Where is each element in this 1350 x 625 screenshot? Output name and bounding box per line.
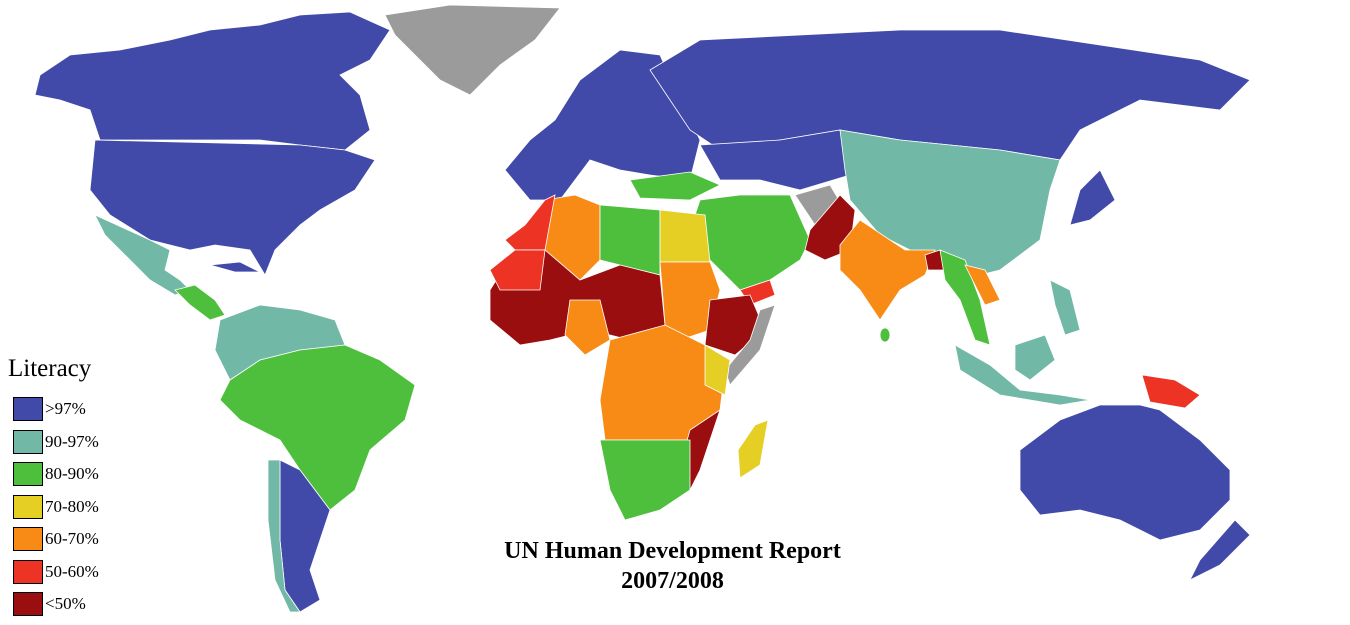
region-india [839, 219, 936, 321]
region-europe [504, 49, 701, 201]
map-title: UN Human Development Report 2007/2008 [440, 536, 905, 596]
region-russia [649, 29, 1251, 161]
legend-label: 50-60% [45, 561, 99, 581]
region-nigeria-area [564, 299, 611, 356]
region-turkey [629, 171, 721, 201]
region-greenland [384, 4, 561, 96]
legend-item: 90-97% [8, 426, 99, 459]
region-mauritania [489, 249, 546, 291]
region-madagascar [737, 419, 769, 479]
legend-swatch [13, 559, 43, 584]
legend-label: <50% [45, 594, 86, 614]
region-somalia [724, 304, 776, 386]
legend-item: <50% [8, 588, 99, 621]
legend-item: >97% [8, 393, 99, 426]
legend-item: 80-90% [8, 458, 99, 491]
region-central-asia [699, 129, 851, 191]
region-australia [1019, 404, 1231, 541]
region-papua-new-guinea [1141, 374, 1201, 409]
region-chile [267, 459, 301, 613]
region-canada-alaska [34, 11, 391, 151]
region-sri-lanka [879, 327, 891, 343]
legend-label: 80-90% [45, 464, 99, 484]
legend-label: 90-97% [45, 431, 99, 451]
region-laos-cambodia [964, 264, 1001, 306]
region-borneo [1014, 334, 1056, 381]
legend-swatch [13, 592, 43, 617]
legend-swatch [13, 527, 43, 552]
region-indonesia [954, 344, 1091, 406]
legend-item: 60-70% [8, 523, 99, 556]
region-new-zealand [1189, 519, 1251, 581]
region-egypt [659, 209, 711, 263]
legend-swatch [13, 397, 43, 422]
legend-label: 70-80% [45, 496, 99, 516]
legend-label: 60-70% [45, 529, 99, 549]
legend-swatch [13, 462, 43, 487]
legend-label: >97% [45, 399, 86, 419]
region-china [839, 129, 1061, 281]
title-line-2: 2007/2008 [621, 568, 724, 594]
region-kenya-tanzania [704, 344, 731, 396]
region-central-america [174, 284, 226, 321]
region-libya [599, 204, 661, 276]
region-usa [89, 139, 376, 276]
legend-swatch [13, 494, 43, 519]
region-southern-africa [599, 439, 691, 521]
legend-swatch [13, 429, 43, 454]
legend-item: 50-60% [8, 556, 99, 589]
legend-item: 70-80% [8, 491, 99, 524]
region-philippines [1049, 279, 1081, 336]
title-line-1: UN Human Development Report [504, 538, 841, 564]
legend-title: Literacy [8, 355, 92, 382]
legend: Literacy >97% 90-97% 80-90% 70-80% 60-70… [8, 355, 99, 621]
region-japan [1069, 169, 1116, 226]
region-brazil [219, 344, 416, 511]
region-cuba [209, 261, 261, 273]
